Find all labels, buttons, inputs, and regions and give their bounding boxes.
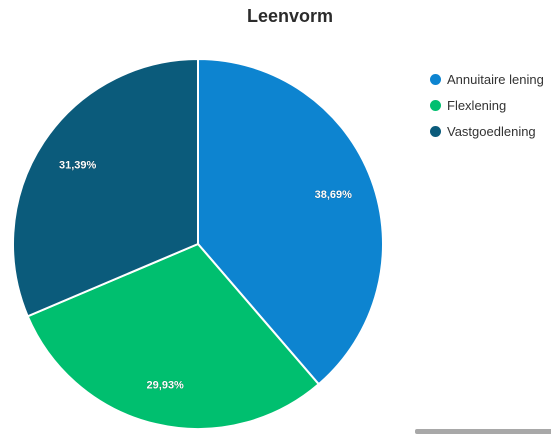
legend-item-flexlening[interactable]: Flexlening — [430, 92, 544, 118]
legend-label: Vastgoedlening — [447, 123, 536, 139]
legend-label: Flexlening — [447, 97, 507, 113]
data-label: 29,93% — [147, 380, 185, 392]
data-label: 38,69% — [315, 189, 353, 201]
legend-label: Annuitaire lening — [447, 71, 544, 87]
legend-swatch — [430, 99, 441, 111]
legend: Annuitaire lening Flexlening Vastgoedlen… — [430, 66, 544, 144]
horizontal-scrollbar[interactable] — [415, 429, 551, 434]
legend-item-annuitaire-lening[interactable]: Annuitaire lening — [430, 66, 544, 92]
legend-item-vastgoedlening[interactable]: Vastgoedlening — [430, 118, 544, 144]
chart-title: Leenvorm — [246, 6, 334, 26]
data-label: 31,39% — [59, 159, 97, 171]
pie-slice-annuitaire-lening[interactable] — [197, 57, 384, 386]
legend-swatch — [430, 125, 441, 137]
pie-slice-flexlening[interactable] — [26, 242, 321, 430]
pie-slice-vastgoedlening[interactable] — [12, 57, 199, 318]
legend-swatch — [430, 73, 441, 85]
